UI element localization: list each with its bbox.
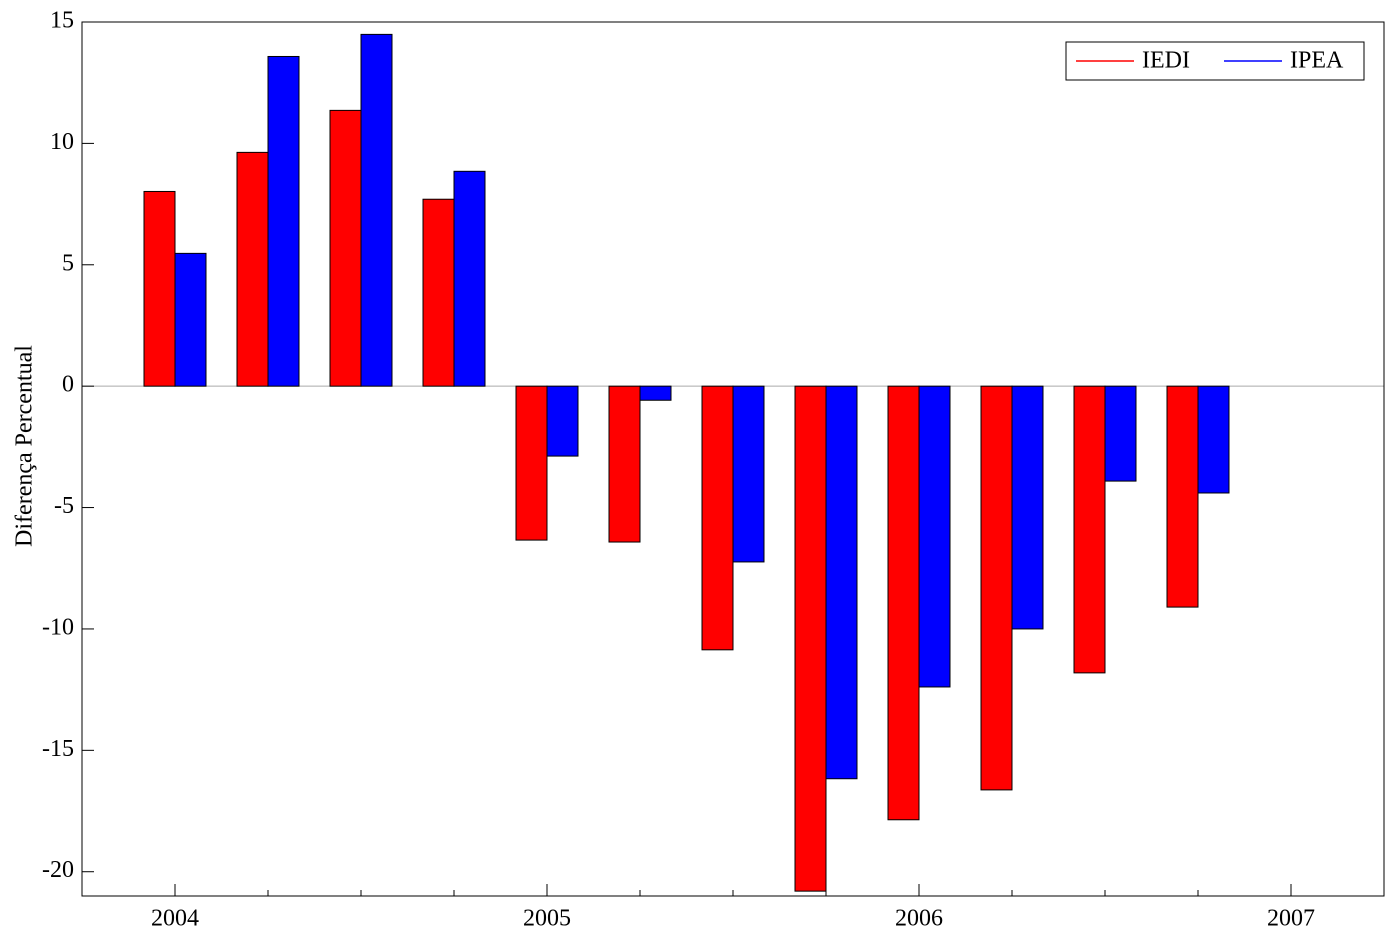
- legend-label: IEDI: [1142, 48, 1190, 74]
- y-tick-label: 0: [62, 372, 74, 398]
- bar: [236, 151, 269, 387]
- bar: [1197, 385, 1230, 494]
- x-tick-label: 2005: [523, 906, 571, 932]
- bar: [1073, 385, 1106, 674]
- bar: [825, 385, 858, 780]
- bar: [639, 385, 672, 401]
- bar: [701, 385, 734, 651]
- bar: [1166, 385, 1199, 608]
- bar: [329, 109, 362, 387]
- y-tick-label: -20: [42, 857, 74, 883]
- y-tick-label: -5: [54, 493, 74, 519]
- bar: [174, 252, 207, 387]
- bar: [1011, 385, 1044, 630]
- bar: [608, 385, 641, 543]
- legend-label: IPEA: [1290, 48, 1344, 74]
- bar: [546, 385, 579, 457]
- y-tick-label: -15: [42, 736, 74, 762]
- bar: [422, 198, 455, 387]
- bar: [732, 385, 765, 563]
- bar: [980, 385, 1013, 791]
- bar: [453, 170, 486, 387]
- y-tick-label: 15: [50, 8, 74, 34]
- y-tick-label: -10: [42, 614, 74, 640]
- bar: [794, 385, 827, 892]
- y-tick-label: 10: [50, 129, 74, 155]
- y-axis-label: Diferença Percentual: [12, 345, 38, 547]
- bar: [143, 190, 176, 387]
- plot-frame: [81, 21, 1385, 897]
- bar: [515, 385, 548, 541]
- bar: [267, 55, 300, 387]
- bar: [887, 385, 920, 821]
- bar: [360, 33, 393, 387]
- x-tick-label: 2004: [151, 906, 199, 932]
- y-tick-label: 5: [62, 250, 74, 276]
- x-tick-label: 2006: [895, 906, 943, 932]
- bar: [918, 385, 951, 688]
- x-tick-label: 2007: [1267, 906, 1315, 932]
- bar: [1104, 385, 1137, 482]
